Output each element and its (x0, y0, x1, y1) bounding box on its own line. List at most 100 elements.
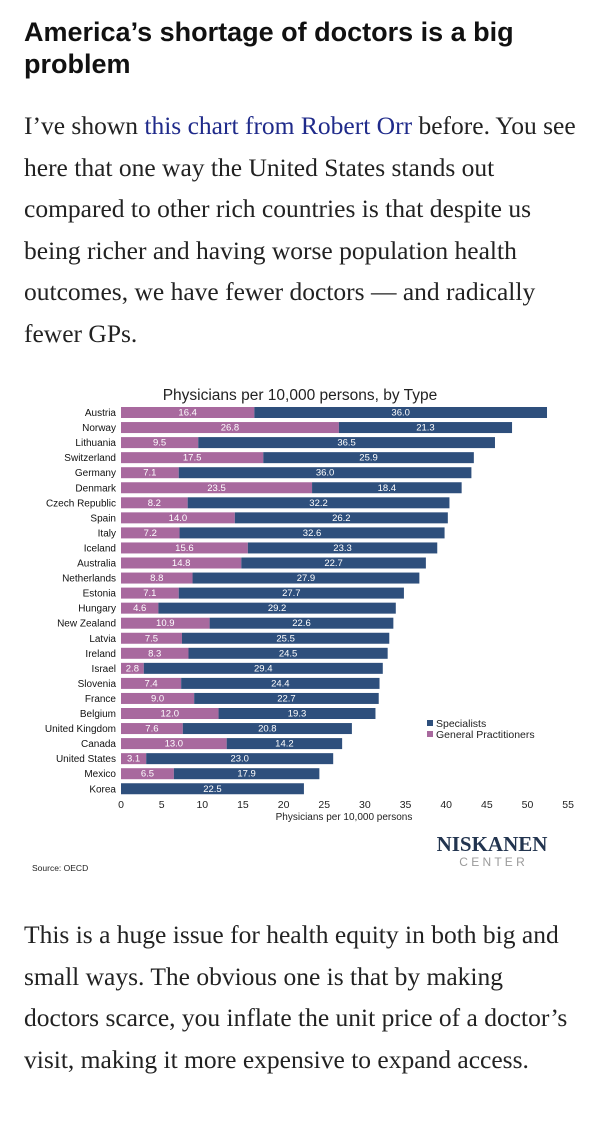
category-label: France (85, 694, 117, 705)
x-tick-label: 35 (400, 799, 412, 811)
chart-title: Physicians per 10,000 persons, by Type (163, 387, 438, 404)
specialist-bar (338, 422, 513, 434)
x-tick-label: 5 (159, 799, 165, 811)
center-logo-text: C E N T E R (459, 855, 525, 869)
specialist-value-label: 24.5 (279, 648, 298, 659)
specialist-value-label: 20.8 (258, 724, 277, 735)
specialist-value-label: 27.7 (282, 588, 301, 599)
niskanen-logo-text: NISKANEN (437, 832, 548, 856)
specialist-value-label: 36.5 (337, 438, 356, 449)
gp-value-label: 8.2 (148, 498, 161, 509)
gp-value-label: 23.5 (207, 483, 226, 494)
specialist-bar (173, 768, 320, 780)
legend-swatch-specialists (427, 720, 433, 726)
gp-bar (121, 647, 189, 659)
category-label: Estonia (83, 589, 117, 600)
gp-value-label: 7.6 (145, 724, 158, 735)
legend-swatch-gp (427, 731, 433, 737)
specialist-value-label: 29.4 (254, 663, 273, 674)
gp-bar (121, 437, 199, 449)
specialist-bar (263, 452, 474, 464)
gp-bar (121, 662, 144, 674)
gp-value-label: 26.8 (221, 423, 240, 434)
legend-label-specialists: Specialists (436, 718, 486, 730)
specialist-bar (218, 708, 376, 719)
gp-value-label: 4.6 (133, 603, 146, 614)
specialist-value-label: 27.9 (297, 573, 316, 584)
category-label: Australia (77, 559, 116, 570)
intro-paragraph: I’ve shown this chart from Robert Orr be… (24, 105, 580, 354)
category-label: Canada (81, 739, 116, 750)
specialist-value-label: 17.9 (237, 769, 256, 780)
x-axis-label: Physicians per 10,000 persons (276, 812, 413, 823)
gp-bar (121, 723, 183, 735)
gp-value-label: 13.0 (165, 739, 184, 750)
specialist-bar (254, 407, 548, 418)
body-paragraph: This is a huge issue for health equity i… (24, 920, 568, 1074)
category-label: United Kingdom (45, 724, 116, 735)
x-tick-label: 30 (359, 799, 371, 811)
gp-value-label: 8.8 (150, 573, 163, 584)
x-tick-label: 20 (278, 799, 290, 811)
specialist-bar (179, 527, 445, 539)
category-label: Spain (90, 513, 116, 524)
specialist-bar (146, 753, 334, 765)
x-tick-label: 15 (237, 799, 249, 811)
gp-bar (121, 632, 182, 644)
specialist-value-label: 25.9 (359, 453, 378, 464)
category-label: Iceland (84, 543, 116, 554)
x-tick-label: 45 (481, 799, 493, 811)
category-label: Germany (75, 468, 116, 479)
specialist-value-label: 22.6 (292, 618, 311, 629)
specialist-value-label: 32.6 (303, 528, 322, 539)
specialist-bar (178, 587, 404, 599)
specialist-value-label: 26.2 (332, 513, 351, 524)
chart-source-link[interactable]: this chart from Robert Orr (144, 111, 413, 140)
gp-bar (121, 422, 339, 434)
specialist-bar (143, 662, 383, 674)
specialist-value-label: 22.7 (324, 558, 343, 569)
specialist-bar (241, 557, 426, 569)
category-label: Denmark (75, 483, 117, 494)
x-tick-label: 40 (440, 799, 452, 811)
x-tick-label: 50 (522, 799, 534, 811)
category-label: Israel (92, 664, 116, 675)
category-label: Switzerland (64, 453, 116, 464)
gp-bar (121, 602, 159, 614)
category-label: Slovenia (78, 679, 117, 690)
category-label: Belgium (80, 709, 116, 720)
category-label: Czech Republic (46, 498, 116, 509)
gp-value-label: 12.0 (161, 709, 180, 720)
category-label: United States (56, 754, 116, 765)
category-label: Netherlands (62, 574, 116, 585)
intro-text-end: before. You see here that one way the Un… (24, 111, 576, 348)
specialist-bar (247, 542, 438, 554)
gp-value-label: 2.8 (126, 663, 139, 674)
gp-value-label: 7.5 (145, 633, 158, 644)
gp-bar (121, 452, 264, 464)
gp-bar (121, 557, 242, 569)
category-label: Italy (98, 528, 116, 539)
category-label: Latvia (89, 634, 116, 645)
specialist-bar (158, 602, 396, 614)
gp-value-label: 15.6 (175, 543, 194, 554)
specialist-value-label: 21.3 (416, 423, 435, 434)
gp-bar (121, 587, 179, 599)
x-tick-label: 0 (118, 799, 124, 811)
specialist-value-label: 36.0 (316, 468, 335, 479)
specialist-bar (178, 467, 472, 479)
gp-value-label: 16.4 (178, 408, 197, 419)
gp-bar (121, 753, 147, 765)
specialist-bar (121, 783, 304, 795)
gp-bar (121, 572, 193, 584)
category-label: New Zealand (57, 619, 116, 630)
specialist-value-label: 25.5 (276, 633, 295, 644)
specialist-bar (192, 572, 420, 584)
gp-bar (121, 617, 210, 629)
legend-label-gp: General Practitioners (436, 729, 535, 741)
category-label: Lithuania (75, 438, 116, 449)
x-tick-label: 25 (318, 799, 330, 811)
gp-value-label: 14.0 (169, 513, 188, 524)
gp-bar (121, 407, 255, 418)
specialist-value-label: 32.2 (309, 498, 328, 509)
